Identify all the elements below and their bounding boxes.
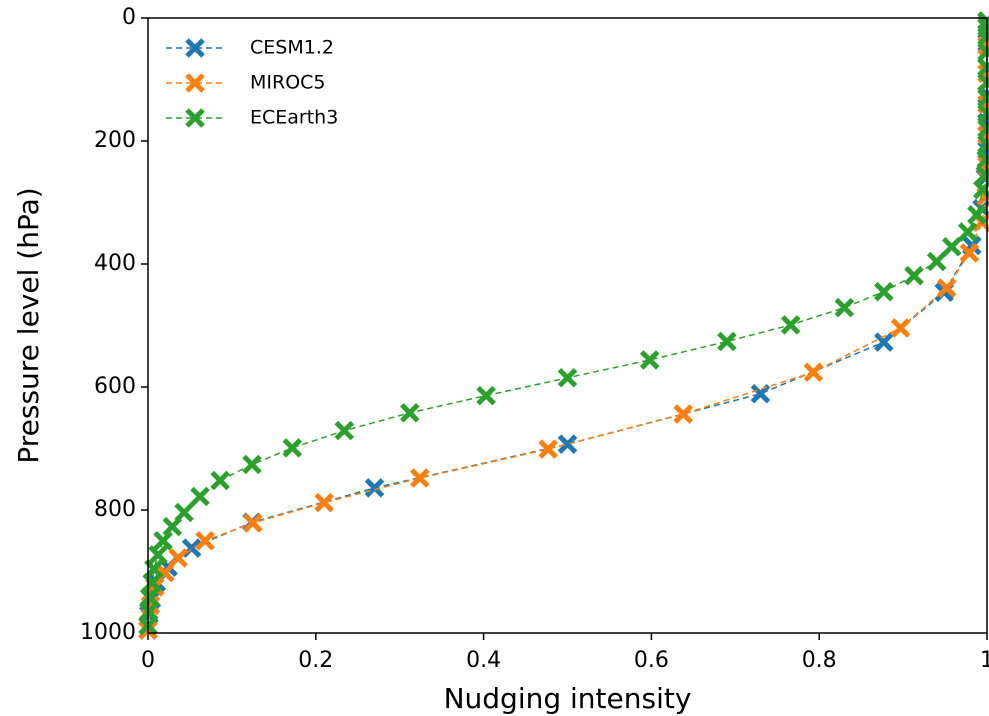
marker — [973, 179, 989, 200]
marker — [185, 38, 205, 58]
y-tick-label: 1000 — [80, 620, 136, 645]
marker — [153, 530, 173, 551]
marker — [673, 404, 694, 424]
marker — [190, 486, 210, 507]
marker — [242, 454, 262, 475]
marker — [557, 434, 578, 454]
marker — [210, 470, 230, 491]
x-tick-label: 0.6 — [634, 648, 669, 673]
y-tick-label: 800 — [94, 497, 136, 522]
marker — [538, 439, 558, 459]
y-tick-label: 600 — [94, 374, 136, 399]
y-tick-label: 400 — [94, 251, 136, 276]
y-axis-label: Pressure level (hPa) — [12, 187, 45, 463]
marker — [926, 251, 947, 272]
marker — [975, 165, 989, 185]
marker — [410, 468, 430, 488]
marker — [904, 265, 924, 286]
marker — [185, 73, 205, 93]
marker — [243, 513, 263, 533]
marker — [476, 385, 496, 406]
marker — [936, 278, 957, 298]
marker — [834, 297, 855, 318]
x-tick-label: 0 — [141, 648, 155, 673]
marker — [976, 149, 989, 170]
marker — [957, 222, 978, 242]
x-tick-label: 0.2 — [298, 648, 333, 673]
legend-label: MIROC5 — [250, 72, 326, 94]
marker — [750, 383, 771, 404]
marker — [639, 350, 660, 370]
marker — [874, 332, 894, 352]
legend-label: ECEarth3 — [250, 107, 338, 129]
marker — [139, 587, 160, 608]
marker — [803, 362, 824, 383]
marker — [195, 530, 215, 551]
marker — [168, 548, 188, 568]
marker — [941, 237, 962, 257]
y-tick-label: 200 — [94, 128, 136, 153]
marker — [185, 108, 205, 128]
marker — [717, 331, 737, 352]
plot-frame — [147, 17, 988, 634]
marker — [148, 545, 168, 565]
marker — [174, 502, 194, 523]
x-axis-label: Nudging intensity — [444, 682, 692, 715]
marker — [334, 420, 355, 441]
marker — [959, 243, 980, 263]
marker — [967, 205, 987, 225]
x-tick-label: 1 — [980, 648, 989, 673]
x-tick-label: 0.4 — [466, 648, 501, 673]
x-tick-label: 0.8 — [802, 648, 837, 673]
marker — [364, 478, 385, 498]
legend-label: CESM1.2 — [250, 37, 334, 59]
marker — [874, 281, 894, 302]
marker — [557, 368, 578, 388]
marker — [890, 318, 911, 338]
marker — [780, 315, 801, 335]
y-tick-label: 0 — [122, 5, 136, 30]
marker — [400, 403, 420, 423]
marker — [314, 492, 334, 513]
marker — [282, 438, 303, 458]
